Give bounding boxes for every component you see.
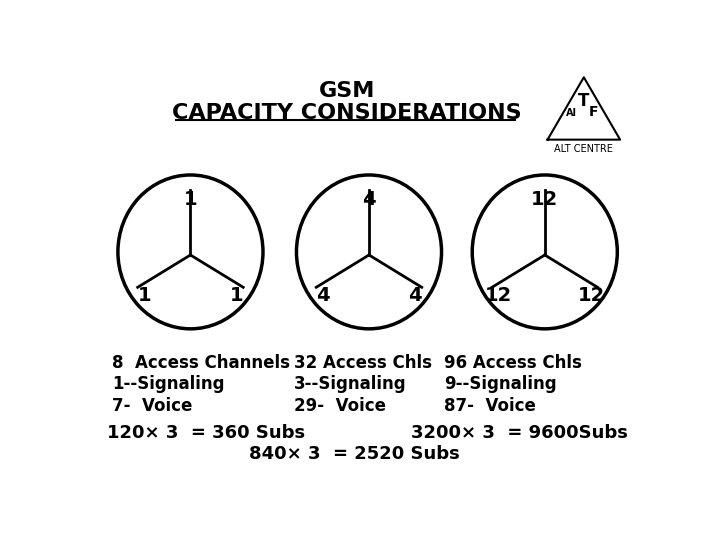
Text: 3--Signaling: 3--Signaling — [294, 375, 406, 394]
Text: 1: 1 — [138, 286, 151, 305]
Ellipse shape — [472, 175, 617, 329]
Text: 4: 4 — [316, 286, 330, 305]
Text: ALT CENTRE: ALT CENTRE — [554, 144, 613, 154]
Text: Al: Al — [566, 107, 577, 118]
Text: 87-  Voice: 87- Voice — [444, 397, 536, 415]
Text: 7-  Voice: 7- Voice — [112, 397, 193, 415]
Text: CAPACITY CONSIDERATIONS: CAPACITY CONSIDERATIONS — [172, 103, 521, 123]
Text: 12: 12 — [485, 286, 512, 305]
Text: 3200× 3  = 9600Subs: 3200× 3 = 9600Subs — [411, 424, 628, 442]
Text: F: F — [589, 105, 598, 119]
Text: 32 Access Chls: 32 Access Chls — [294, 354, 432, 372]
Text: 4: 4 — [408, 286, 422, 305]
Text: 96 Access Chls: 96 Access Chls — [444, 354, 582, 372]
Text: T: T — [578, 92, 590, 110]
Text: 120× 3  = 360 Subs: 120× 3 = 360 Subs — [107, 424, 305, 442]
Text: 4: 4 — [362, 191, 376, 210]
Text: 8  Access Channels: 8 Access Channels — [112, 354, 290, 372]
Text: 9--Signaling: 9--Signaling — [444, 375, 557, 394]
Text: GSM: GSM — [318, 80, 375, 100]
Text: 1: 1 — [184, 191, 197, 210]
Text: 12: 12 — [531, 191, 559, 210]
Text: 29-  Voice: 29- Voice — [294, 397, 386, 415]
Text: 12: 12 — [577, 286, 605, 305]
Text: 1--Signaling: 1--Signaling — [112, 375, 225, 394]
Text: 1: 1 — [230, 286, 243, 305]
Text: 840× 3  = 2520 Subs: 840× 3 = 2520 Subs — [249, 444, 460, 463]
Ellipse shape — [297, 175, 441, 329]
Ellipse shape — [118, 175, 263, 329]
